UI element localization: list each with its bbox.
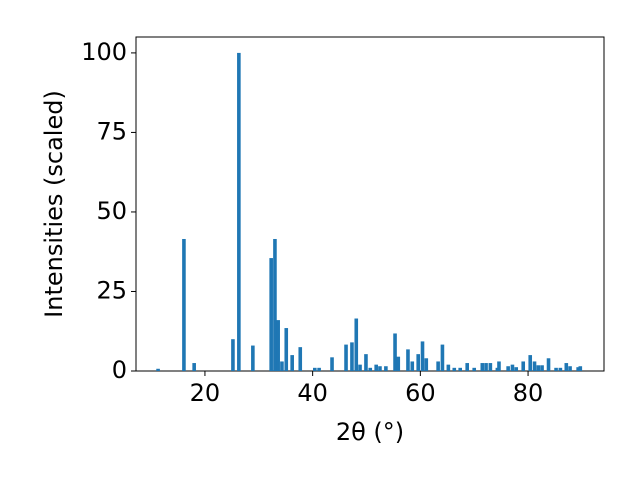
bar [284,328,289,371]
bar [396,356,401,371]
bar [532,361,537,371]
bar [514,367,519,371]
bar [521,361,526,371]
bar [317,367,321,371]
bar [578,366,583,371]
bar [350,342,354,371]
bar [472,367,477,371]
bar [484,363,488,371]
bar [237,52,241,372]
y-tick-label: 50 [96,197,127,225]
bar [480,363,485,371]
bar [182,238,186,371]
plot-frame [135,36,605,372]
bar [540,365,544,371]
bar [312,367,317,371]
y-tick-label: 0 [112,356,127,384]
bar [384,366,388,371]
bar [269,258,273,371]
bar [330,357,334,371]
x-tick-label: 60 [405,379,436,407]
bar [446,364,451,371]
bar [354,318,359,371]
bar [564,363,569,371]
bar [393,333,397,371]
bar [374,364,378,371]
bar [497,361,501,371]
bar [231,339,235,371]
bar [510,364,515,371]
bar [420,341,425,371]
bar [546,358,551,371]
bar [358,364,362,371]
bar [410,361,415,371]
bar [368,367,373,371]
bar [506,366,510,371]
bar [536,365,541,371]
y-tick-label: 75 [96,117,127,145]
y-axis-label: Intensities (scaled) [40,90,68,318]
bar [290,355,294,371]
bar [554,367,558,371]
bar [440,344,445,371]
bar [280,361,284,371]
bar [416,354,421,371]
x-axis-label: 2θ (°) [336,418,404,446]
bar [568,366,572,371]
bar [192,363,196,371]
bar [276,320,280,371]
bar [378,366,382,371]
bar [156,368,160,371]
bar [406,349,410,371]
bar [558,367,563,371]
bar [458,367,463,371]
bar [364,354,368,371]
y-tick-label: 25 [96,276,127,304]
bar [576,367,580,371]
bar [251,345,255,371]
bar [436,361,440,371]
x-tick-label: 40 [297,379,328,407]
bar [488,363,493,371]
bar [344,344,348,371]
x-tick-label: 20 [190,379,221,407]
bar [465,363,470,371]
bar [424,358,429,371]
bar [298,347,303,371]
bar [452,367,457,371]
bar [273,238,277,371]
bar [528,355,533,371]
y-tick-label: 100 [81,38,127,66]
x-tick-label: 80 [513,379,544,407]
